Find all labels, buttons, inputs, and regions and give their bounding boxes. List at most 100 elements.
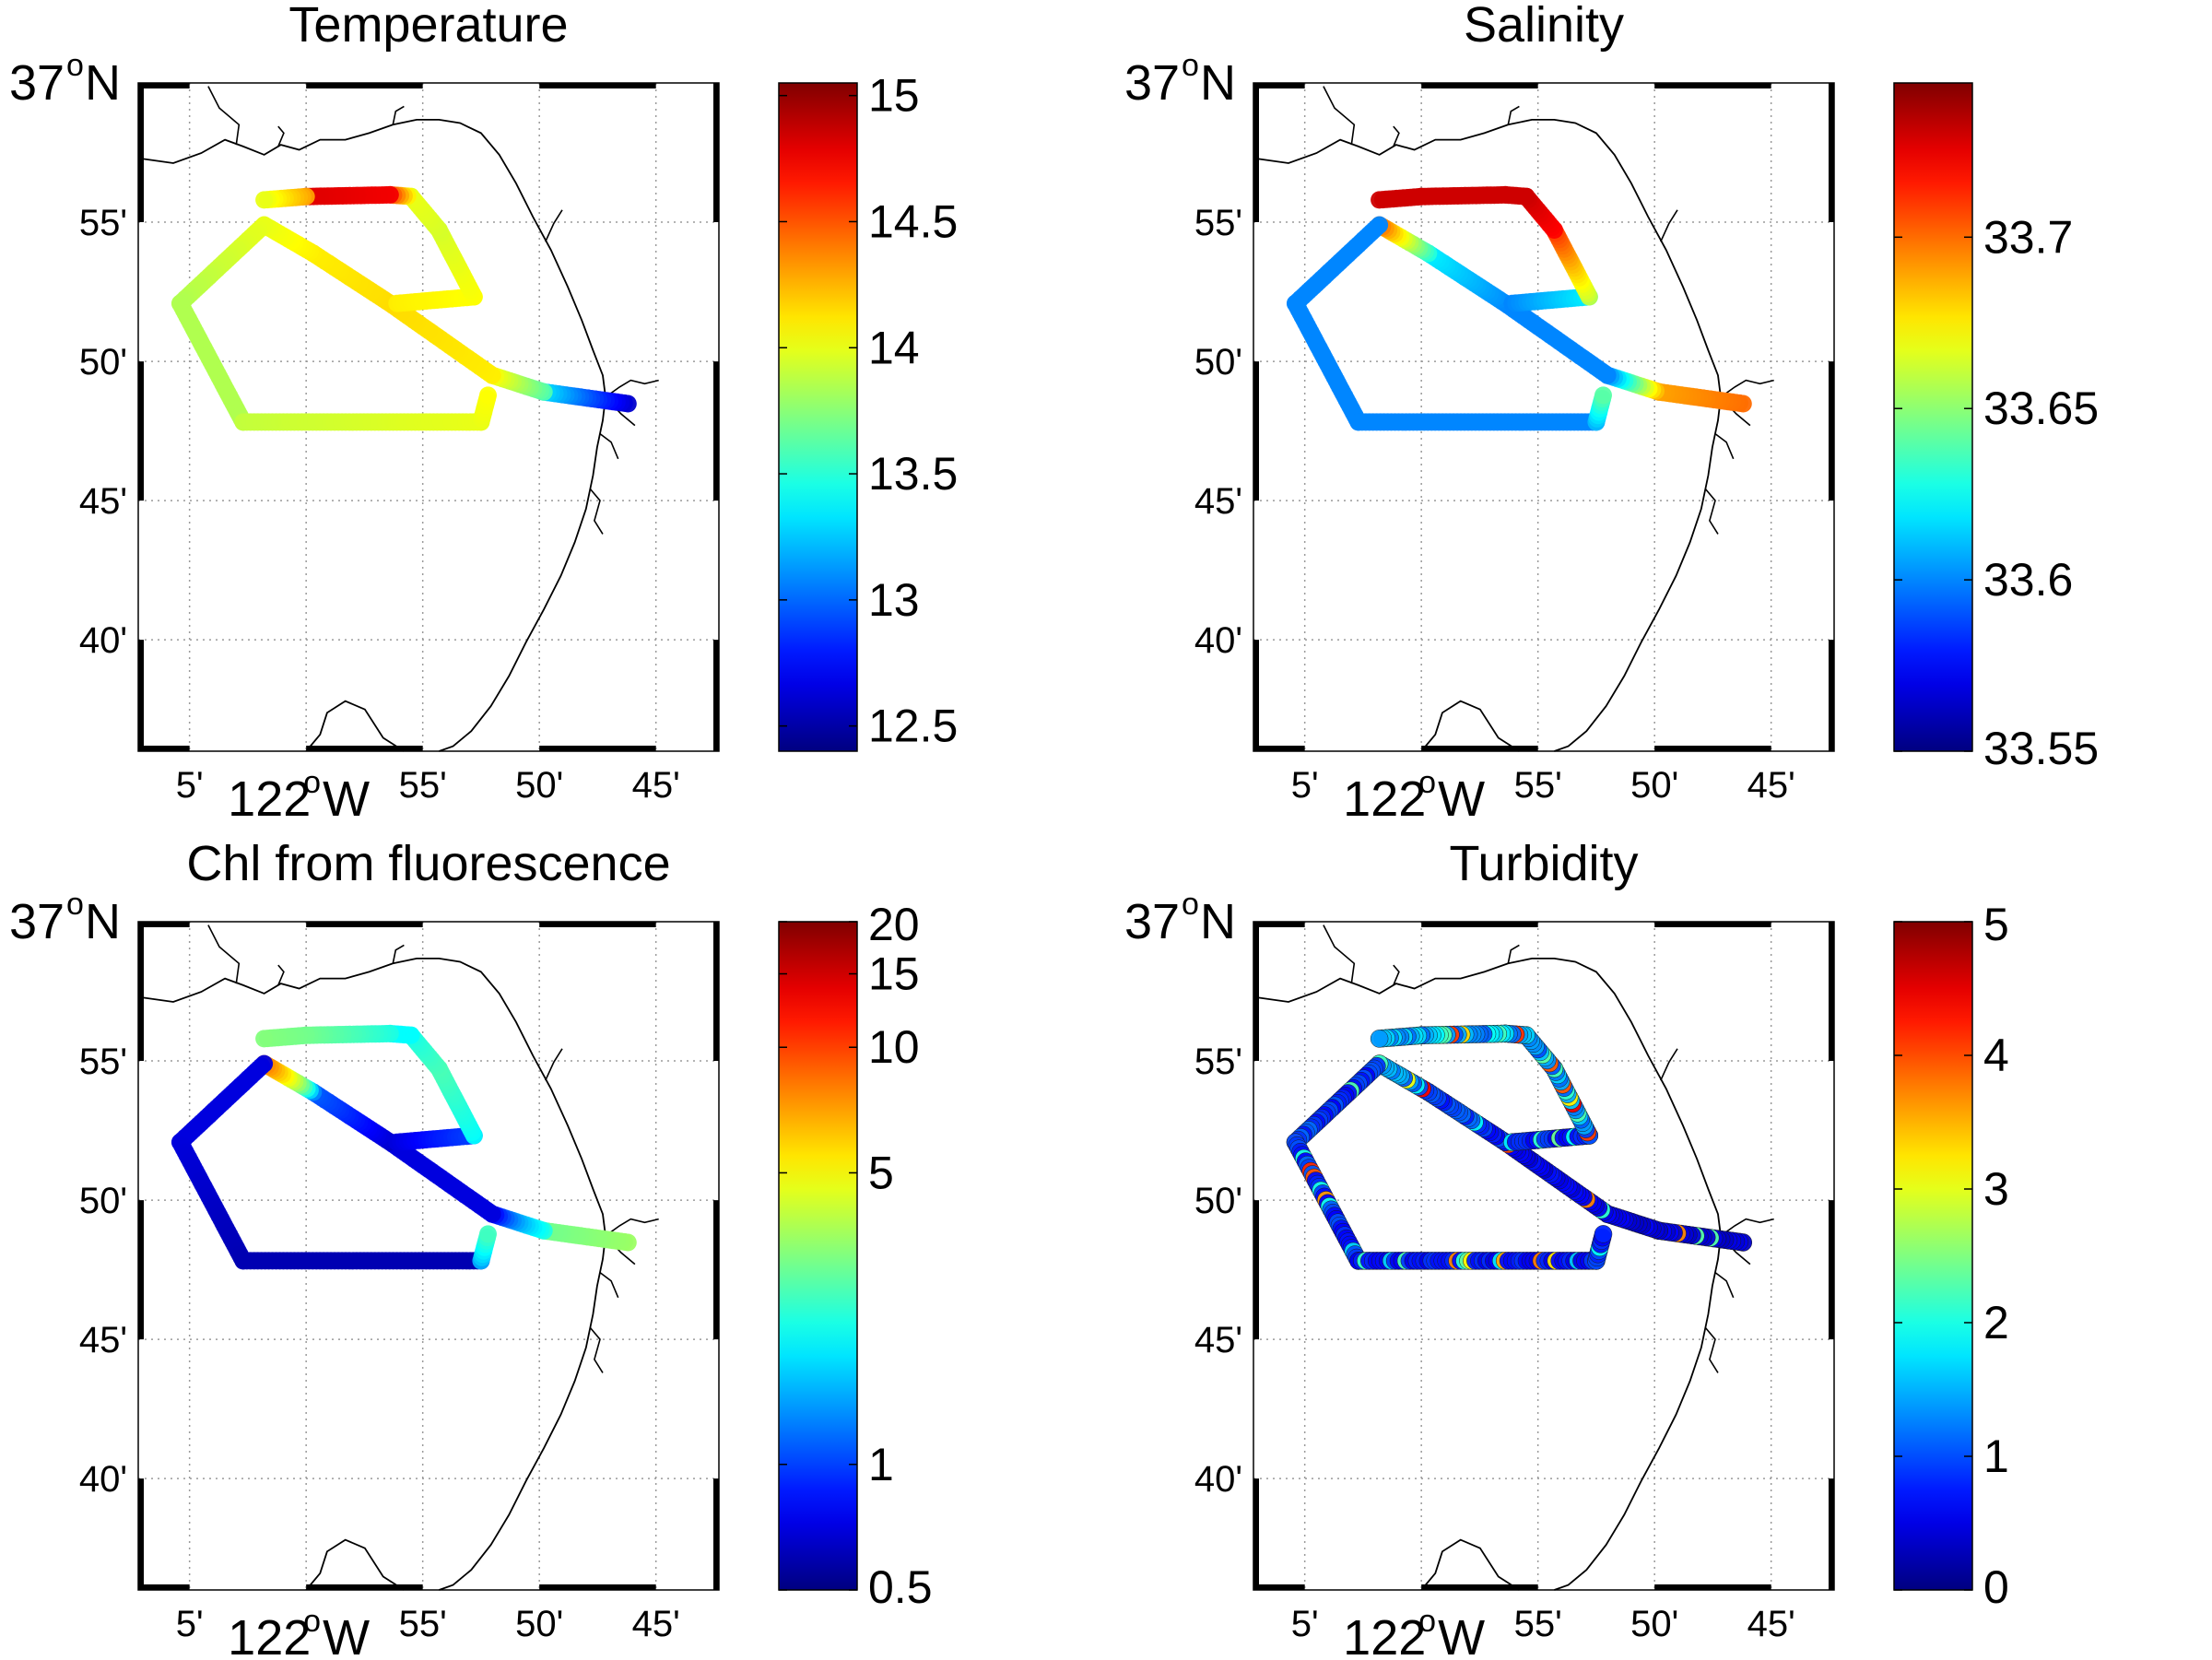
coastline	[1507, 944, 1520, 964]
colorbar-tick-label: 33.55	[1983, 723, 2099, 774]
lon-tick-label: 50'	[1630, 765, 1678, 806]
coastline	[277, 125, 285, 147]
lat-major-label: 37	[9, 55, 65, 111]
coastline	[207, 924, 241, 984]
colorbar-tick-label: 0	[1983, 1561, 2009, 1613]
colorbar-tick-label: 1	[868, 1439, 894, 1490]
track-point	[1594, 1225, 1613, 1243]
lon-major-label: 122	[228, 1610, 311, 1660]
coastline	[1393, 125, 1400, 147]
colorbar-gradient	[1893, 921, 1973, 1591]
coastline	[1660, 1048, 1678, 1081]
coastline	[1660, 209, 1678, 242]
colorbar-gradient	[778, 82, 858, 752]
coastline	[137, 119, 606, 752]
lat-tick-label: 40'	[79, 1459, 127, 1500]
lat-tick-label: 45'	[79, 481, 127, 522]
colorbar-tick-label: 13.5	[868, 448, 958, 500]
lat-tick-label: 40'	[1194, 620, 1242, 661]
panel-title: Turbidity	[1449, 836, 1638, 891]
coastline	[1720, 1218, 1774, 1237]
coastline	[1507, 105, 1520, 125]
coastline	[599, 1271, 619, 1299]
coastline	[605, 1218, 659, 1237]
coastline	[207, 86, 241, 146]
lat-major-label: 37	[1124, 55, 1180, 111]
lon-tick-label: 55'	[1514, 1604, 1562, 1644]
panel-title: Chl from fluorescence	[186, 836, 670, 891]
lat-tick-label: 55'	[1194, 1042, 1242, 1082]
lon-tick-label: 50'	[515, 765, 563, 806]
coastline	[277, 964, 285, 986]
lat-tick-label: 55'	[1194, 203, 1242, 243]
track-point	[1371, 191, 1389, 209]
lon-major-suffix: W	[1438, 771, 1485, 827]
lat-major-label: 37	[1124, 894, 1180, 949]
lon-major-degree: o	[1418, 765, 1436, 800]
lon-tick-label: 5'	[1291, 1604, 1319, 1644]
lat-tick-label: 40'	[1194, 1459, 1242, 1500]
coastline	[1420, 1538, 1520, 1591]
colorbar: 33.55 33.6 33.65 33.7	[1893, 82, 2099, 774]
colorbar-tick-label: 10	[868, 1021, 920, 1073]
lon-tick-label: 45'	[632, 765, 680, 806]
coastline	[589, 488, 604, 535]
colorbar-gradient	[1893, 82, 1973, 752]
lon-major-label: 122	[1343, 1610, 1426, 1660]
coastline	[1714, 432, 1735, 460]
coastline	[1704, 488, 1719, 535]
track-point	[255, 191, 274, 209]
track-point	[479, 386, 497, 405]
coastline	[545, 209, 563, 242]
colorbar-tick-label: 12.5	[868, 700, 958, 752]
colorbar-tick-label: 5	[868, 1147, 894, 1198]
colorbar-gradient	[778, 921, 858, 1591]
lat-tick-label: 45'	[79, 1320, 127, 1360]
lon-tick-label: 50'	[515, 1604, 563, 1644]
coastline	[305, 1538, 405, 1591]
colorbar-tick-label: 0.5	[868, 1561, 933, 1613]
colorbar-tick-label: 3	[1983, 1163, 2009, 1215]
colorbar: 0 1 2 3 4 5	[1893, 899, 2009, 1613]
lon-tick-label: 55'	[1514, 765, 1562, 806]
colorbar-tick-label: 15	[868, 948, 920, 1000]
lat-major-degree: o	[66, 887, 84, 922]
coastline	[599, 432, 619, 460]
track-point	[1594, 386, 1612, 405]
lat-major-suffix: N	[1200, 894, 1236, 949]
lon-major-label: 122	[1343, 771, 1426, 827]
colorbar-tick-label: 33.6	[1983, 554, 2073, 606]
coastline	[392, 944, 405, 964]
coastline	[589, 1326, 604, 1373]
track-layer	[1287, 185, 1752, 431]
coastline	[605, 379, 659, 398]
coastline	[392, 105, 405, 125]
lon-major-degree: o	[303, 765, 321, 800]
colorbar-tick-label: 33.65	[1983, 383, 2099, 434]
coastline	[137, 958, 606, 1591]
coastline	[305, 700, 405, 752]
track-point	[1370, 1030, 1389, 1048]
coastline	[1704, 1326, 1719, 1373]
lon-major-label: 122	[228, 771, 311, 827]
colorbar-tick-label: 4	[1983, 1030, 2009, 1081]
track-layer	[171, 185, 637, 431]
colorbar-tick-label: 1	[1983, 1430, 2009, 1482]
lon-tick-label: 45'	[632, 1604, 680, 1644]
lat-tick-label: 50'	[1194, 1181, 1242, 1221]
lat-tick-label: 50'	[79, 1181, 127, 1221]
coastline	[1253, 958, 1722, 1591]
lon-major-suffix: W	[323, 771, 370, 827]
lon-tick-label: 45'	[1747, 1604, 1795, 1644]
colorbar-tick-label: 14.5	[868, 195, 958, 247]
lat-tick-label: 45'	[1194, 1320, 1242, 1360]
lat-tick-label: 55'	[79, 203, 127, 243]
